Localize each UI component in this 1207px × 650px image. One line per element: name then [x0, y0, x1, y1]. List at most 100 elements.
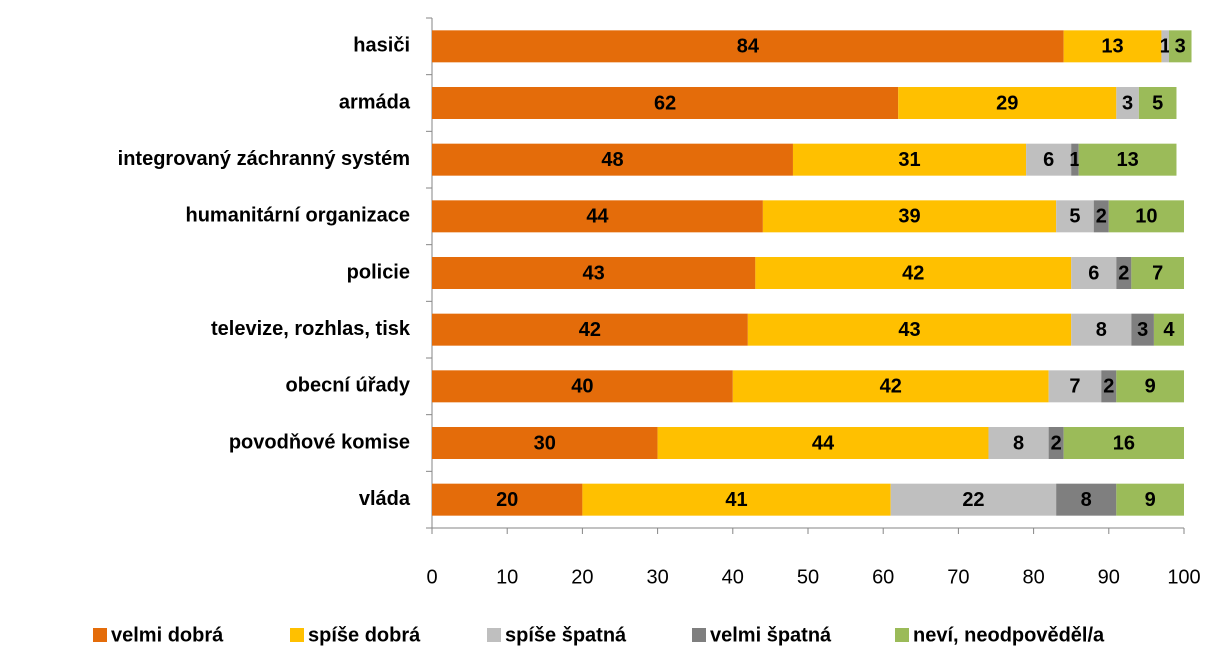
bar-segment: [792, 143, 1027, 176]
x-tick-label: 100: [1167, 566, 1200, 588]
bar-segment: [657, 427, 989, 459]
data-label: 3: [1175, 36, 1186, 58]
legend-swatch: [93, 628, 107, 642]
bar-segment: [1131, 257, 1184, 289]
x-tick-label: 80: [1022, 566, 1044, 588]
category-label: obecní úřady: [286, 375, 411, 397]
category-label: vláda: [359, 488, 411, 510]
data-label: 5: [1069, 206, 1080, 228]
data-label: 41: [725, 489, 747, 511]
x-tick-label: 40: [722, 566, 744, 588]
data-label: 1: [1160, 36, 1171, 58]
x-tick-label: 90: [1098, 566, 1120, 588]
legend-label: neví, neodpověděl/a: [913, 624, 1105, 646]
bar-segment: [1168, 30, 1192, 63]
bar-segment: [988, 427, 1049, 459]
bar-segment: [1161, 30, 1169, 63]
data-label: 29: [996, 92, 1018, 114]
bar-segment: [1138, 87, 1177, 119]
bar-segment: [1071, 257, 1117, 289]
bar-segment: [1101, 370, 1117, 403]
bar-segment: [1048, 427, 1064, 459]
data-label: 2: [1118, 262, 1129, 284]
bar-segment: [432, 87, 899, 119]
bar-segment: [1116, 483, 1184, 516]
category-label: hasiči: [353, 35, 410, 57]
data-label: 8: [1013, 432, 1024, 454]
bar-segment: [432, 313, 748, 346]
x-tick-label: 60: [872, 566, 894, 588]
bar-segment: [1116, 257, 1132, 289]
data-label: 30: [534, 432, 556, 454]
data-label: 22: [962, 489, 984, 511]
data-label: 1: [1069, 149, 1080, 171]
data-label: 2: [1096, 206, 1107, 228]
category-label: policie: [347, 261, 410, 283]
bar-segment: [898, 87, 1117, 119]
data-label: 5: [1152, 92, 1163, 114]
legend-label: spíše dobrá: [308, 624, 421, 646]
data-label: 42: [880, 376, 902, 398]
bar-segment: [1078, 143, 1177, 176]
legend-label: velmi špatná: [710, 624, 832, 646]
bar-segment: [747, 313, 1072, 346]
bar-segment: [762, 200, 1057, 233]
data-label: 2: [1103, 376, 1114, 398]
data-label: 42: [579, 319, 601, 341]
data-label: 7: [1069, 376, 1080, 398]
bar-segment: [432, 483, 583, 516]
bar-segment: [1063, 30, 1162, 63]
data-label: 39: [898, 206, 920, 228]
x-tick-label: 10: [496, 566, 518, 588]
data-label: 8: [1081, 489, 1092, 511]
data-label: 8: [1096, 319, 1107, 341]
data-label: 40: [571, 376, 593, 398]
data-label: 43: [898, 319, 920, 341]
bar-segment: [432, 257, 756, 289]
legend-swatch: [692, 628, 706, 642]
data-label: 9: [1145, 376, 1156, 398]
bar-segment: [1048, 370, 1102, 403]
bar-segment: [1056, 483, 1117, 516]
data-label: 44: [812, 432, 835, 454]
bar-segment: [732, 370, 1049, 403]
bar-segment: [1071, 313, 1132, 346]
legend-swatch: [895, 628, 909, 642]
bar-segment: [432, 200, 763, 233]
category-label: armáda: [339, 91, 411, 113]
bar-segment: [1131, 313, 1154, 346]
data-label: 13: [1116, 149, 1138, 171]
bar-segment: [1071, 143, 1079, 176]
data-label: 7: [1152, 262, 1163, 284]
bar-segment: [432, 30, 1064, 63]
bar-segment: [755, 257, 1072, 289]
data-label: 13: [1101, 36, 1123, 58]
legend-swatch: [290, 628, 304, 642]
x-tick-label: 20: [571, 566, 593, 588]
x-tick-label: 0: [426, 566, 437, 588]
data-label: 10: [1135, 206, 1157, 228]
bar-segment: [1026, 143, 1072, 176]
bar-segment: [1108, 200, 1184, 233]
bar-segment: [890, 483, 1057, 516]
data-label: 31: [898, 149, 920, 171]
x-tick-label: 50: [797, 566, 819, 588]
bar-segment: [1093, 200, 1109, 233]
legend-swatch: [487, 628, 501, 642]
x-tick-label: 30: [646, 566, 668, 588]
bar-segment: [1056, 200, 1094, 233]
data-label: 9: [1145, 489, 1156, 511]
category-label: integrovaný záchranný systém: [118, 148, 410, 170]
data-label: 48: [601, 149, 623, 171]
data-label: 3: [1122, 92, 1133, 114]
data-label: 2: [1051, 432, 1062, 454]
category-label: humanitární organizace: [186, 205, 411, 227]
bar-segment: [432, 370, 733, 403]
data-label: 6: [1088, 262, 1099, 284]
data-label: 6: [1043, 149, 1054, 171]
bar-segment: [432, 427, 658, 459]
data-label: 20: [496, 489, 518, 511]
data-label: 3: [1137, 319, 1148, 341]
bar-segment: [432, 143, 793, 176]
